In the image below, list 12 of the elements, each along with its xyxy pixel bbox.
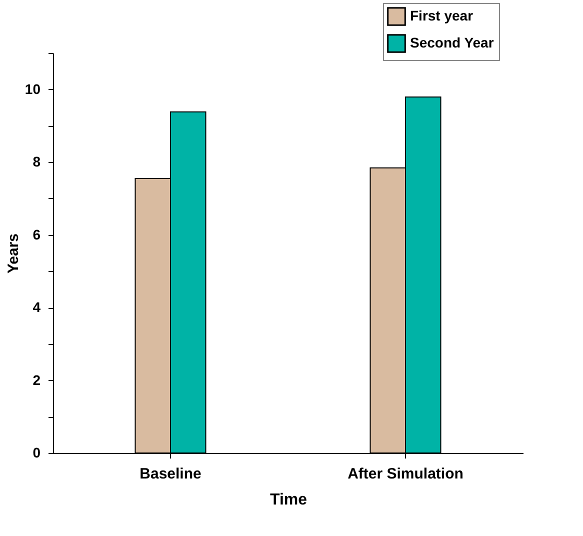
x-axis-title: Time	[270, 492, 308, 508]
y-tick-label: 6	[32, 226, 41, 242]
legend-label: Second Year	[410, 34, 494, 50]
x-tick-label: After Simulation	[348, 466, 464, 482]
y-axis-title: Years	[4, 233, 22, 274]
y-tick-label: 0	[32, 444, 41, 460]
legend-label: First year	[410, 8, 474, 24]
x-tick-label: Baseline	[140, 466, 202, 482]
y-tick-label: 8	[32, 154, 41, 170]
y-tick-label: 4	[32, 299, 41, 316]
y-tick-label: 2	[32, 372, 41, 388]
y-tick-label: 10	[24, 80, 41, 97]
